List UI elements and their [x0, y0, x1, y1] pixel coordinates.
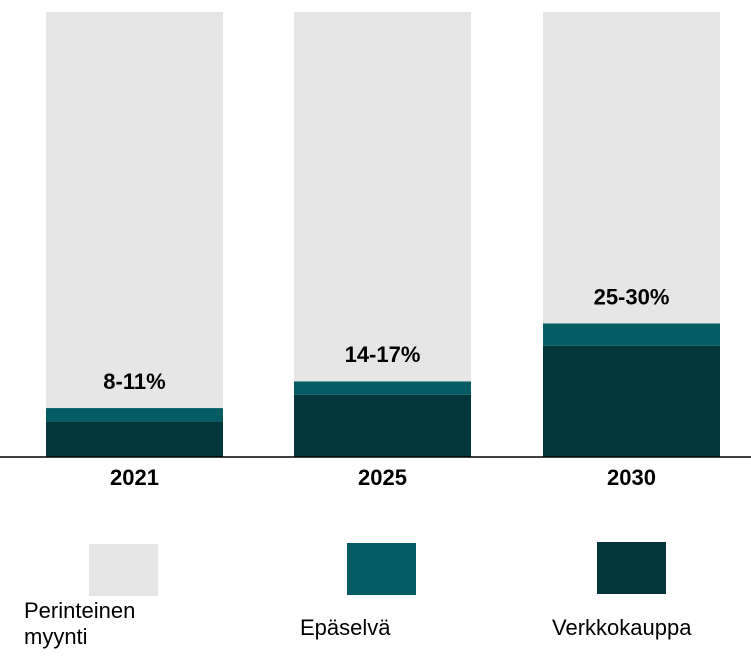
legend-label: Perinteinen myynti: [24, 598, 136, 649]
chart: 8-11% 2021 14-17% 2025 25-30% 2030: [0, 12, 751, 490]
bar-segment: [46, 421, 223, 457]
legend-swatch: [89, 544, 158, 596]
x-tick-label: 2021: [110, 465, 159, 490]
bar-segment: [46, 12, 223, 409]
bar-segment: [294, 381, 471, 395]
range-label: 25-30%: [594, 284, 670, 309]
x-tick-label: 2025: [358, 465, 407, 490]
bar-segment: [543, 323, 720, 346]
range-label: 14-17%: [345, 342, 421, 367]
bar-segment: [294, 12, 471, 382]
bar-segment: [543, 12, 720, 324]
legend-swatch: [597, 542, 666, 594]
legend-label: Epäselvä: [300, 615, 391, 640]
bar-segment: [294, 394, 471, 457]
bar-segment: [543, 345, 720, 457]
legend-label: Verkkokauppa: [552, 615, 692, 640]
legend-swatch: [347, 543, 416, 595]
bar-segment: [46, 408, 223, 422]
range-label: 8-11%: [103, 369, 165, 394]
x-tick-label: 2030: [607, 465, 656, 490]
